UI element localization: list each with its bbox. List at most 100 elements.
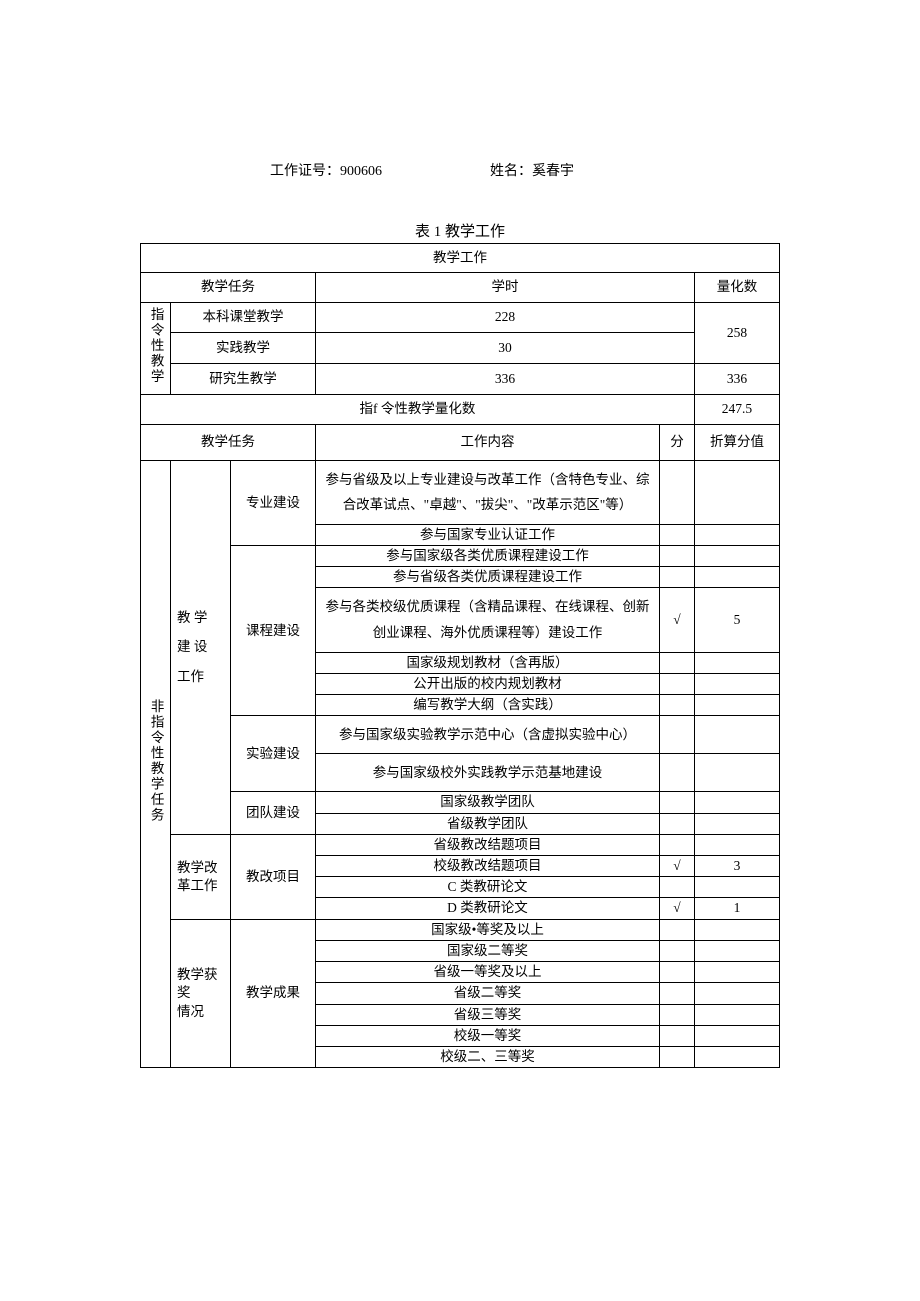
item-value	[694, 792, 779, 813]
item-content: 国家级规划教材（含再版）	[316, 652, 660, 673]
teaching-work-table: 教学工作教学任务学时量化数指令性教学本科课堂教学228258实践教学30研究生教…	[140, 243, 780, 1068]
item-content: 校级教改结题项目	[316, 856, 660, 877]
item-score	[659, 460, 694, 524]
item-value	[694, 834, 779, 855]
col2-score: 分	[659, 424, 694, 460]
col-task-header: 教学任务	[141, 273, 316, 302]
item-score	[659, 877, 694, 898]
item-score	[659, 834, 694, 855]
item-content: 参与国家级各类优质课程建设工作	[316, 546, 660, 567]
item-content: 省级三等奖	[316, 1004, 660, 1025]
non-directive-label: 非指令性教学任务	[141, 460, 171, 1068]
hours-practice: 30	[316, 333, 695, 364]
item-content: 公开出版的校内规划教材	[316, 673, 660, 694]
item-content: 省级教学团队	[316, 813, 660, 834]
item-score	[659, 567, 694, 588]
item-content: C 类教研论文	[316, 877, 660, 898]
hours-grad: 336	[316, 364, 695, 395]
item-content: 参与国家级校外实践教学示范基地建设	[316, 754, 660, 792]
item-value	[694, 546, 779, 567]
quant-undergrad: 258	[694, 302, 779, 364]
work-id-label: 工作证号：	[270, 164, 340, 179]
item-content: 国家级•等奖及以上	[316, 919, 660, 940]
col-hours-header: 学时	[316, 273, 695, 302]
section-title: 教学工作	[141, 244, 780, 273]
item-score	[659, 546, 694, 567]
item-content: 国家级教学团队	[316, 792, 660, 813]
subcategory-0-0: 专业建设	[231, 460, 316, 546]
item-content: 编写教学大纲（含实践）	[316, 695, 660, 716]
col2-content: 工作内容	[316, 424, 660, 460]
item-content: 校级二、三等奖	[316, 1047, 660, 1068]
item-score	[659, 962, 694, 983]
item-score	[659, 940, 694, 961]
item-content: 参与省级及以上专业建设与改革工作（含特色专业、综合改革试点、"卓越"、"拔尖"、…	[316, 460, 660, 524]
col2-value: 折算分值	[694, 424, 779, 460]
item-content: 省级教改结题项目	[316, 834, 660, 855]
col-quant-header: 量化数	[694, 273, 779, 302]
item-content: 参与国家专业认证工作	[316, 524, 660, 545]
name-label: 姓名：	[490, 164, 532, 179]
work-id: 工作证号：900606	[140, 160, 460, 180]
item-score: √	[659, 898, 694, 919]
item-value	[694, 695, 779, 716]
directive-subtotal-value: 247.5	[694, 395, 779, 424]
item-value	[694, 919, 779, 940]
subcategory-0-1: 课程建设	[231, 546, 316, 716]
item-score	[659, 754, 694, 792]
item-score	[659, 919, 694, 940]
item-content: 省级一等奖及以上	[316, 962, 660, 983]
item-score	[659, 1025, 694, 1046]
task-undergrad: 本科课堂教学	[171, 302, 316, 333]
item-value	[694, 962, 779, 983]
item-content: 参与国家级实验教学示范中心（含虚拟实验中心）	[316, 716, 660, 754]
item-value	[694, 524, 779, 545]
item-value	[694, 877, 779, 898]
item-score	[659, 673, 694, 694]
work-id-value: 900606	[340, 164, 382, 179]
item-value	[694, 652, 779, 673]
item-score	[659, 1047, 694, 1068]
directive-subtotal-label: 指f 令性教学量化数	[141, 395, 695, 424]
table-caption: 表 1 教学工作	[140, 220, 780, 241]
task-grad: 研究生教学	[171, 364, 316, 395]
item-score	[659, 524, 694, 545]
category-1: 教学改革工作	[171, 834, 231, 919]
category-0: 教 学建 设工作	[171, 460, 231, 834]
item-value	[694, 754, 779, 792]
item-content: D 类教研论文	[316, 898, 660, 919]
subcategory-1-0: 教改项目	[231, 834, 316, 919]
name: 姓名：奚春宇	[460, 160, 780, 180]
quant-grad: 336	[694, 364, 779, 395]
task-practice: 实践教学	[171, 333, 316, 364]
item-score	[659, 792, 694, 813]
item-value: 5	[694, 588, 779, 652]
item-value: 1	[694, 898, 779, 919]
item-value	[694, 983, 779, 1004]
item-value	[694, 940, 779, 961]
item-content: 校级一等奖	[316, 1025, 660, 1046]
category-2: 教学获奖情况	[171, 919, 231, 1068]
item-value	[694, 1025, 779, 1046]
item-content: 参与省级各类优质课程建设工作	[316, 567, 660, 588]
item-value: 3	[694, 856, 779, 877]
directive-label: 指令性教学	[141, 302, 171, 395]
col2-task: 教学任务	[141, 424, 316, 460]
item-value	[694, 813, 779, 834]
item-score	[659, 1004, 694, 1025]
item-score: √	[659, 856, 694, 877]
item-score	[659, 983, 694, 1004]
name-value: 奚春宇	[532, 164, 574, 179]
item-score	[659, 652, 694, 673]
subcategory-0-2: 实验建设	[231, 716, 316, 792]
item-value	[694, 673, 779, 694]
item-value	[694, 567, 779, 588]
item-content: 参与各类校级优质课程（含精品课程、在线课程、创新创业课程、海外优质课程等）建设工…	[316, 588, 660, 652]
item-score: √	[659, 588, 694, 652]
item-value	[694, 1047, 779, 1068]
item-value	[694, 716, 779, 754]
item-content: 省级二等奖	[316, 983, 660, 1004]
item-score	[659, 716, 694, 754]
item-content: 国家级二等奖	[316, 940, 660, 961]
hours-undergrad: 228	[316, 302, 695, 333]
